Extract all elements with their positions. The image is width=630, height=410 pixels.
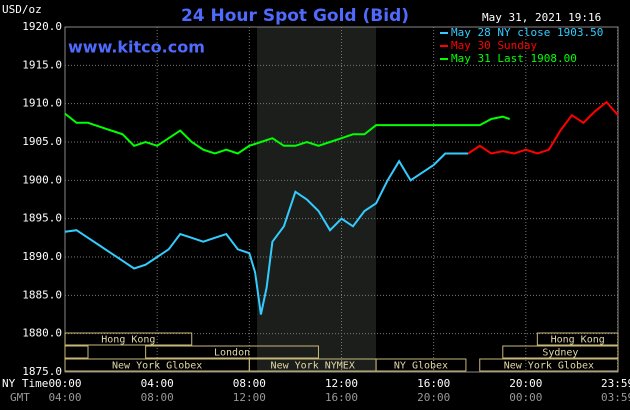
nymex-shade: [257, 27, 376, 372]
session-box: [502, 345, 619, 359]
series-line: [467, 100, 619, 155]
session-label: New York Globex: [504, 361, 594, 372]
y-tick-label: 1895.0: [22, 212, 62, 225]
session-label: New York Globex: [112, 361, 202, 372]
source: www.kitco.com: [68, 38, 205, 57]
y-tick-label: 1910.0: [22, 97, 62, 110]
x-tick-label: 23:59: [601, 377, 630, 390]
chart-title: 24 Hour Spot Gold (Bid): [181, 6, 409, 26]
session-box: [479, 358, 619, 372]
y-axis-label: USD/oz: [2, 3, 42, 16]
y-tick-label: 1890.0: [22, 250, 62, 263]
session-box: [64, 332, 193, 346]
session-box: [536, 332, 619, 346]
session-label: Hong Kong: [101, 335, 155, 346]
x2-tick-label: 12:00: [233, 391, 266, 404]
x2-tick-label: 16:00: [325, 391, 358, 404]
x-tick-label: 16:00: [417, 377, 450, 390]
x2-axis-label: GMT: [10, 391, 30, 404]
x-tick-label: 04:00: [141, 377, 174, 390]
session-label: Sydney: [542, 348, 578, 359]
y-tick-label: 1875.0: [22, 365, 62, 378]
session-box: [145, 345, 319, 359]
x-tick-label: 12:00: [325, 377, 358, 390]
series-line: [64, 152, 469, 315]
session-label: Hong Kong: [551, 335, 605, 346]
y-tick-label: 1905.0: [22, 135, 62, 148]
legend-label: May 31 Last 1908.00: [451, 52, 577, 65]
timestamp: May 31, 2021 19:16: [482, 11, 601, 24]
legend-label: May 28 NY close 1903.50: [451, 26, 603, 39]
y-tick-label: 1900.0: [22, 173, 62, 186]
x2-tick-label: 08:00: [141, 391, 174, 404]
x2-tick-label: 03:59: [601, 391, 630, 404]
session-box: [375, 358, 467, 372]
plot-frame: [64, 26, 619, 373]
x2-tick-label: 20:00: [417, 391, 450, 404]
legend-label: May 30 Sunday: [451, 39, 537, 52]
y-tick-label: 1920.0: [22, 20, 62, 33]
session-label: NY Globex: [394, 361, 448, 372]
x-tick-label: 00:00: [48, 377, 81, 390]
x-tick-label: 08:00: [233, 377, 266, 390]
session-box: [64, 345, 89, 359]
x2-tick-label: 04:00: [48, 391, 81, 404]
series-line: [64, 112, 511, 155]
session-label: New York NYMEX: [271, 361, 355, 372]
x-tick-label: 20:00: [509, 377, 542, 390]
y-tick-label: 1885.0: [22, 288, 62, 301]
x-axis-label: NY Time: [2, 377, 48, 390]
y-tick-label: 1915.0: [22, 58, 62, 71]
x2-tick-label: 00:00: [509, 391, 542, 404]
session-label: London: [214, 348, 250, 359]
y-tick-label: 1880.0: [22, 327, 62, 340]
